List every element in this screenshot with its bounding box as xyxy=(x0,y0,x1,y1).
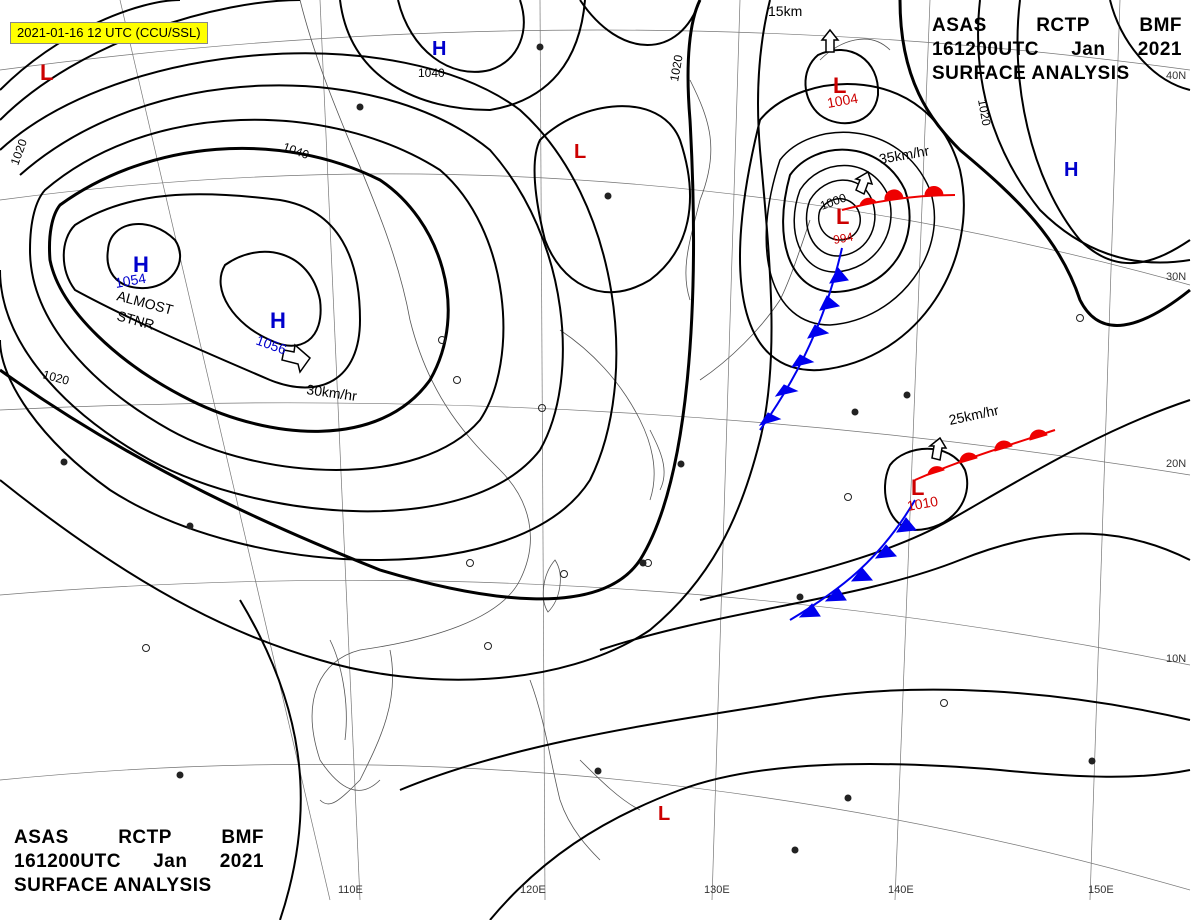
lon-label: 120E xyxy=(520,884,546,896)
coastlines xyxy=(299,0,891,861)
low-center-symbol: L xyxy=(911,475,924,500)
motion-arrows xyxy=(281,28,948,461)
isobar-label: 1020 xyxy=(975,98,993,127)
high-center-symbol: H xyxy=(1064,159,1078,181)
title-datetime: 161200UTC xyxy=(932,39,1039,60)
lon-label: 140E xyxy=(888,884,914,896)
title-year: 2021 xyxy=(1137,39,1182,60)
title-month: Jan xyxy=(1071,39,1106,60)
title-analysis: SURFACE ANALYSIS xyxy=(14,875,212,896)
high-center-symbol: H xyxy=(432,38,446,60)
title-center-code: BMF xyxy=(221,827,264,848)
low-center-symbol: L xyxy=(574,141,586,163)
low-center-value: 1004 xyxy=(826,90,860,111)
station-plots xyxy=(60,43,1096,854)
low-center-symbol: L xyxy=(40,60,53,85)
title-center-code: ASAS xyxy=(932,15,987,36)
low-center-symbol: L xyxy=(836,204,849,229)
title-year: 2021 xyxy=(219,851,264,872)
high-center-value: 1040 xyxy=(418,66,445,80)
isobar-label: 1020 xyxy=(667,53,685,82)
title-datetime: 161200UTC xyxy=(14,851,121,872)
high-center-symbol: H xyxy=(270,308,286,333)
low-center-symbol: L xyxy=(833,73,846,98)
lon-label: 150E xyxy=(1088,884,1114,896)
warm-front xyxy=(841,186,1056,481)
isobar-label: 1020 xyxy=(41,367,71,388)
map-title-bottom-left: ASAS RCTP BMF 161200UTC Jan 2021 SURFACE… xyxy=(14,826,264,898)
high-center-symbol: H xyxy=(133,252,149,277)
title-center-code: ASAS xyxy=(14,827,69,848)
title-center-code: RCTP xyxy=(1036,15,1090,36)
map-title-top-right: ASAS RCTP BMF 161200UTC Jan 2021 SURFACE… xyxy=(932,14,1182,86)
motion-speed-label: 15km xyxy=(768,3,802,19)
title-analysis: SURFACE ANALYSIS xyxy=(932,63,1130,84)
lat-label: 30N xyxy=(1166,271,1186,283)
lat-label: 40N xyxy=(1166,70,1186,82)
date-banner: 2021-01-16 12 UTC (CCU/SSL) xyxy=(10,22,208,44)
low-center-value: 994 xyxy=(832,230,854,247)
low-center-value: 1010 xyxy=(906,493,940,514)
high-center-value: 1054 xyxy=(114,270,148,291)
lon-label: 110E xyxy=(338,884,363,896)
lon-label: 130E xyxy=(704,884,730,896)
longitude-labels: 110E 120E 130E 140E 150E xyxy=(338,884,1114,896)
motion-speed-label: 30km/hr xyxy=(306,381,359,404)
cold-front xyxy=(758,247,917,621)
title-center-code: RCTP xyxy=(118,827,172,848)
low-center-symbol: L xyxy=(658,803,670,825)
latitude-labels: 10N 20N 30N 40N xyxy=(1166,70,1186,665)
lat-label: 10N xyxy=(1166,653,1186,665)
lat-label: 20N xyxy=(1166,458,1186,470)
title-month: Jan xyxy=(153,851,188,872)
isobar-labels: 1020 1040 1020 1020 1020 1000 xyxy=(8,53,994,387)
title-center-code: BMF xyxy=(1139,15,1182,36)
